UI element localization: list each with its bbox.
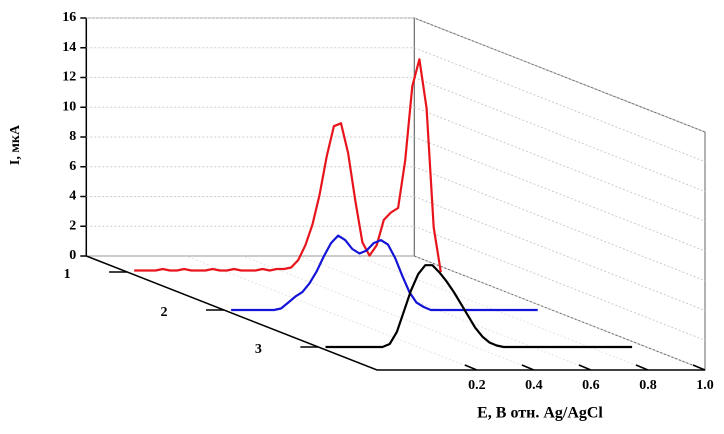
grid-line [414, 106, 706, 222]
series-line [134, 58, 442, 273]
grid-line [414, 17, 706, 133]
y-tick-label: 6 [69, 159, 76, 174]
y-tick-label: 4 [69, 189, 76, 204]
grid-line [357, 255, 649, 371]
y-tick-label: 16 [62, 10, 76, 25]
floor-edge [86, 255, 705, 371]
series-label: 3 [255, 342, 262, 357]
grid-line [414, 166, 706, 282]
y-tick-label: 8 [69, 129, 76, 144]
grid-line [414, 255, 706, 371]
x-tick [692, 364, 706, 371]
x-tick [521, 364, 535, 371]
grid-line [414, 196, 706, 311]
y-tick-label: 12 [62, 70, 76, 85]
x-tick-label: 0.2 [468, 378, 486, 393]
y-tick-label: 14 [62, 40, 76, 55]
series-line [325, 264, 633, 349]
x-tick-label: 1.0 [696, 378, 714, 393]
grid-line [242, 255, 535, 371]
series-label: 2 [161, 305, 168, 320]
y-tick-label: 2 [69, 218, 76, 233]
x-axis-title: E, В отн. Ag/AgCl [477, 405, 603, 422]
grid-line [414, 77, 706, 192]
grid-line [300, 255, 592, 371]
grid-line [414, 136, 706, 252]
series-line [231, 234, 538, 312]
y-axis-title: I, мкА [8, 124, 23, 165]
grid-line [414, 225, 706, 341]
x-tick-label: 0.4 [525, 378, 543, 393]
grid-line [414, 47, 706, 163]
x-tick-label: 0.8 [639, 378, 657, 393]
x-tick [464, 364, 478, 371]
x-tick [635, 364, 649, 371]
x-tick [578, 364, 592, 371]
y-tick-label: 10 [62, 99, 76, 114]
series-label: 1 [64, 267, 71, 282]
grid-line [185, 255, 478, 371]
x-tick-label: 0.6 [582, 378, 600, 393]
y-tick-label: 0 [69, 248, 76, 263]
